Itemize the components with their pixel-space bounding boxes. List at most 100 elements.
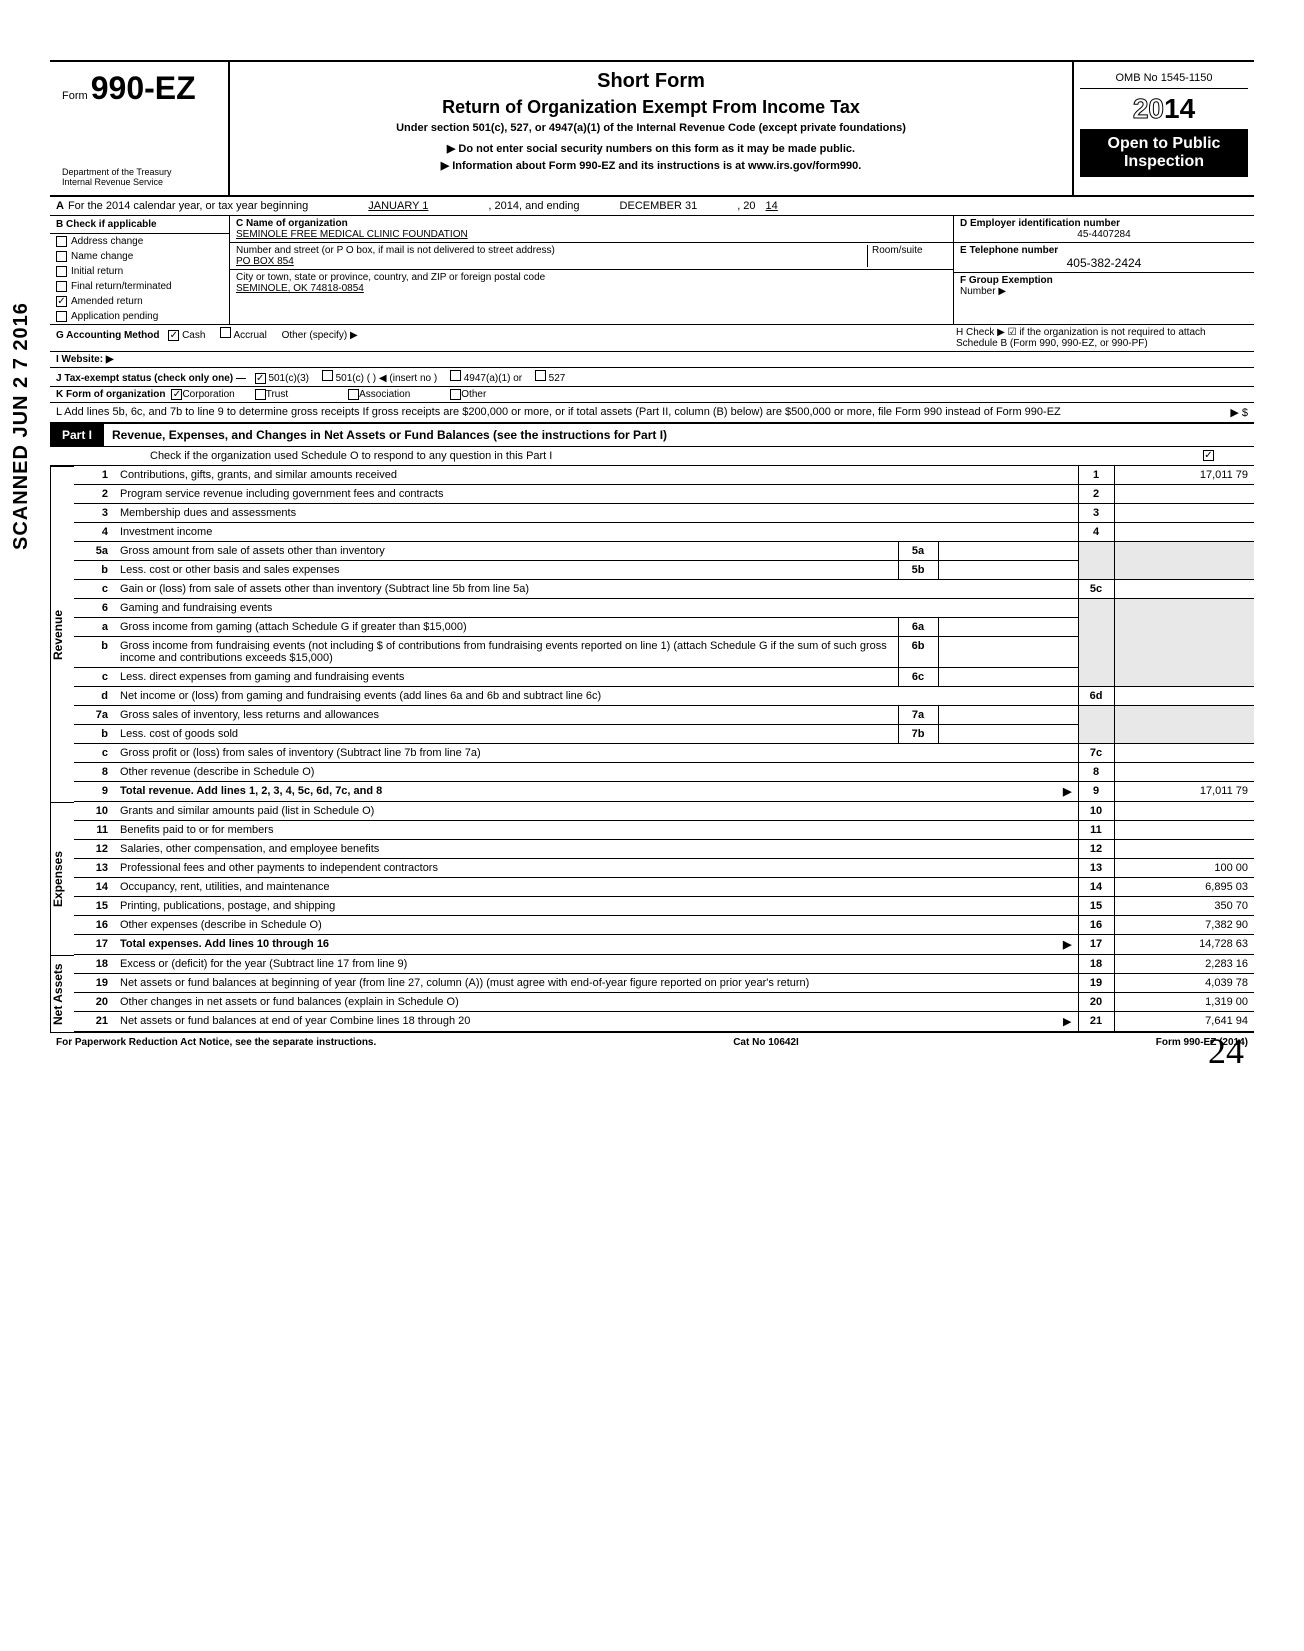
line-12-desc: Salaries, other compensation, and employ… — [114, 840, 1078, 859]
chk-527[interactable] — [535, 370, 546, 381]
warn1: ▶ Do not enter social security numbers o… — [242, 142, 1060, 155]
line-3-desc: Membership dues and assessments — [114, 504, 1078, 523]
chk-final-return[interactable] — [56, 281, 67, 292]
chk-other-org[interactable] — [450, 389, 461, 400]
sched-o-row: Check if the organization used Schedule … — [50, 447, 1254, 466]
line-18-num: 18 — [1078, 955, 1114, 974]
part1-header: Part I Revenue, Expenses, and Changes in… — [50, 424, 1254, 447]
line-6a-desc: Gross income from gaming (attach Schedul… — [114, 618, 898, 637]
line-11-desc: Benefits paid to or for members — [114, 821, 1078, 840]
lbl-527: 527 — [549, 373, 566, 384]
row-g-label: G Accounting Method — [56, 330, 160, 341]
dept2: Internal Revenue Service — [62, 177, 216, 187]
line-21-num: 21 — [1078, 1012, 1114, 1032]
chk-amended-return[interactable]: ✓ — [56, 296, 67, 307]
revenue-table: 1Contributions, gifts, grants, and simil… — [74, 466, 1254, 802]
line-6d-num: 6d — [1078, 687, 1114, 706]
line-6c-sub: 6c — [898, 668, 938, 687]
line-6b-sub: 6b — [898, 637, 938, 668]
line-12-val — [1114, 840, 1254, 859]
line-14-desc: Occupancy, rent, utilities, and maintena… — [114, 878, 1078, 897]
name-label: C Name of organization — [236, 218, 947, 229]
chk-501c3[interactable]: ✓ — [255, 373, 266, 384]
line-5b-sub: 5b — [898, 561, 938, 580]
lbl-association: Association — [359, 389, 410, 400]
line-16-num: 16 — [1078, 916, 1114, 935]
footer-mid: Cat No 10642I — [733, 1037, 799, 1048]
row-l-arrow: ▶ $ — [1068, 406, 1248, 419]
chk-association[interactable] — [348, 389, 359, 400]
line-6a-sub: 6a — [898, 618, 938, 637]
room-label: Room/suite — [872, 245, 923, 256]
line-6d-val — [1114, 687, 1254, 706]
line-5a-desc: Gross amount from sale of assets other t… — [114, 542, 898, 561]
row-j: J Tax-exempt status (check only one) — ✓… — [50, 368, 1254, 387]
line-17-num: 17 — [1078, 935, 1114, 955]
line-20-num: 20 — [1078, 993, 1114, 1012]
line-10-desc: Grants and similar amounts paid (list in… — [114, 802, 1078, 821]
col-b-hdr: B Check if applicable — [50, 216, 229, 234]
ein-label: D Employer identification number — [960, 218, 1120, 229]
chk-501c[interactable] — [322, 370, 333, 381]
chk-trust[interactable] — [255, 389, 266, 400]
line-6b-desc: Gross income from fundraising events (no… — [114, 637, 898, 668]
line-5a-subval — [938, 542, 1078, 561]
chk-sched-o[interactable]: ✓ — [1203, 450, 1214, 461]
expenses-table: 10Grants and similar amounts paid (list … — [74, 802, 1254, 955]
line-15-val: 350 70 — [1114, 897, 1254, 916]
chk-cash[interactable]: ✓ — [168, 330, 179, 341]
expenses-section: Expenses 10Grants and similar amounts pa… — [50, 802, 1254, 955]
line-7c-desc: Gross profit or (loss) from sales of inv… — [114, 744, 1078, 763]
part1-tag: Part I — [50, 424, 104, 446]
grp-label2: Number ▶ — [960, 286, 1248, 297]
lbl-501c: 501(c) ( ) ◀ (insert no ) — [336, 373, 438, 384]
chk-4947[interactable] — [450, 370, 461, 381]
line-7a-desc: Gross sales of inventory, less returns a… — [114, 706, 898, 725]
line-3-val — [1114, 504, 1254, 523]
line-10-num: 10 — [1078, 802, 1114, 821]
chk-address-change[interactable] — [56, 236, 67, 247]
row-a-mid: , 2014, and ending — [488, 200, 579, 212]
row-i-label: I Website: ▶ — [56, 354, 114, 365]
org-name: SEMINOLE FREE MEDICAL CLINIC FOUNDATION — [236, 229, 468, 240]
netassets-table: 18Excess or (deficit) for the year (Subt… — [74, 955, 1254, 1032]
line-1-desc: Contributions, gifts, grants, and simila… — [114, 466, 1078, 485]
line-17-val: 14,728 63 — [1114, 935, 1254, 955]
line-19-val: 4,039 78 — [1114, 974, 1254, 993]
line-7b-sub: 7b — [898, 725, 938, 744]
part1-title: Revenue, Expenses, and Changes in Net As… — [104, 424, 1254, 446]
line-4-desc: Investment income — [114, 523, 1078, 542]
revenue-side-label: Revenue — [50, 466, 74, 802]
line-6-desc: Gaming and fundraising events — [114, 599, 1078, 618]
sched-o-text: Check if the organization used Schedule … — [150, 450, 552, 462]
line-20-val: 1,319 00 — [1114, 993, 1254, 1012]
lbl-final-return: Final return/terminated — [71, 281, 172, 292]
form-990ez: Form 990-EZ Department of the Treasury I… — [50, 60, 1254, 1052]
lbl-address-change: Address change — [71, 236, 143, 247]
row-a-end: DECEMBER 31 — [620, 200, 698, 212]
line-6a-subval — [938, 618, 1078, 637]
short-form-title: Short Form — [242, 70, 1060, 93]
line-14-val: 6,895 03 — [1114, 878, 1254, 897]
row-a-suffix: , 20 — [737, 200, 755, 212]
col-b: B Check if applicable Address change Nam… — [50, 216, 230, 324]
city-label: City or town, state or province, country… — [236, 272, 947, 283]
row-a: A For the 2014 calendar year, or tax yea… — [50, 197, 1254, 216]
chk-corporation[interactable]: ✓ — [171, 389, 182, 400]
form-number-box: Form 990-EZ Department of the Treasury I… — [50, 62, 230, 195]
row-a-yy: 14 — [766, 200, 778, 212]
chk-initial-return[interactable] — [56, 266, 67, 277]
lbl-4947: 4947(a)(1) or — [464, 373, 522, 384]
line-16-val: 7,382 90 — [1114, 916, 1254, 935]
ein-value: 45-4407284 — [960, 229, 1248, 240]
chk-name-change[interactable] — [56, 251, 67, 262]
lbl-name-change: Name change — [71, 251, 133, 262]
line-7a-subval — [938, 706, 1078, 725]
line-5a-sub: 5a — [898, 542, 938, 561]
row-a-text: For the 2014 calendar year, or tax year … — [68, 200, 308, 212]
lbl-501c3: 501(c)(3) — [268, 373, 309, 384]
lbl-other-org: Other — [461, 389, 486, 400]
chk-application-pending[interactable] — [56, 311, 67, 322]
lbl-cash: Cash — [182, 330, 205, 341]
chk-accrual[interactable] — [220, 327, 231, 338]
